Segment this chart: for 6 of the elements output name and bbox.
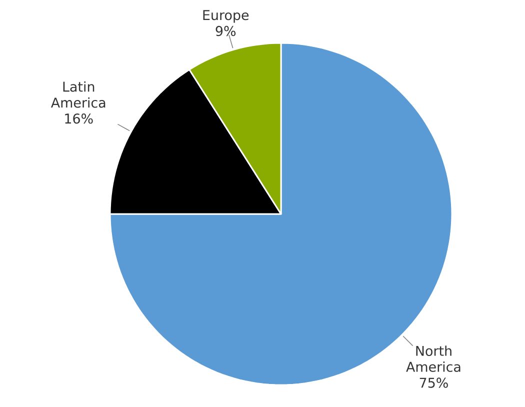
data-label: 75% (420, 378, 448, 388)
data-label: 9% (216, 26, 236, 36)
slice-label: Latin America (50, 81, 106, 108)
slice-label: North America (406, 346, 460, 372)
slice-label: Europe (203, 10, 249, 23)
data-label: 16% (65, 114, 93, 124)
